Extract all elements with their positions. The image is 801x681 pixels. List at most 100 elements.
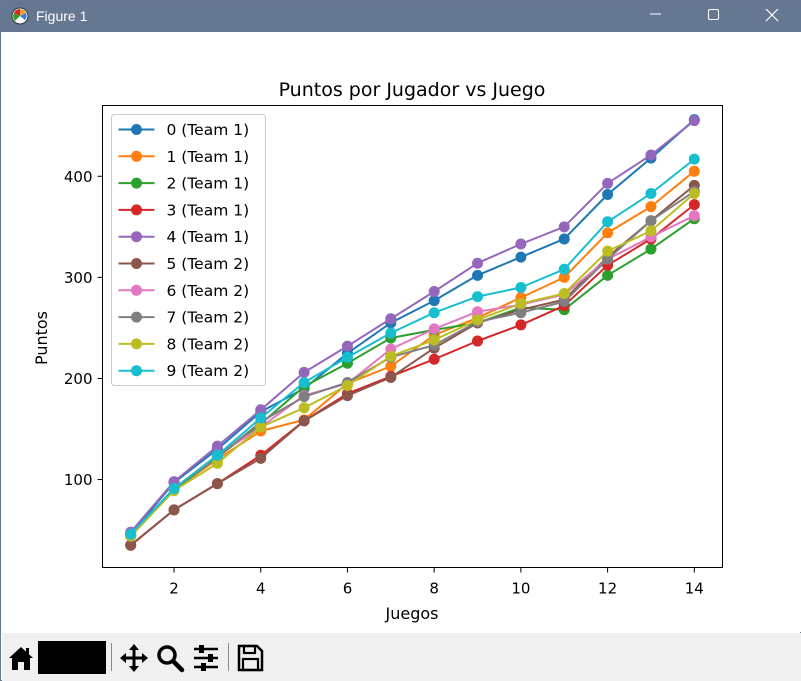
- data-point: [385, 350, 397, 362]
- legend-swatch-marker: [131, 231, 142, 243]
- zoom-button[interactable]: [155, 643, 185, 673]
- data-point: [515, 238, 527, 250]
- legend-swatch-marker: [131, 365, 142, 377]
- data-point: [298, 402, 310, 414]
- data-point: [341, 390, 353, 402]
- series-layer: [125, 114, 700, 551]
- data-point: [385, 313, 397, 325]
- zoom-icon: [157, 645, 185, 673]
- legend-item: 7 (Team 2): [118, 309, 249, 327]
- data-point: [341, 340, 353, 352]
- legend-item: 5 (Team 2): [118, 255, 250, 273]
- data-point: [472, 306, 484, 318]
- save-icon: [237, 644, 264, 672]
- series-line: [129, 118, 695, 535]
- data-point: [255, 404, 267, 416]
- maximize-icon: [708, 9, 719, 20]
- series-4: [125, 115, 700, 538]
- data-point: [515, 307, 527, 319]
- legend-item: 2 (Team 1): [118, 175, 250, 193]
- y-axis-ticks: 100 200 300 400: [64, 168, 103, 489]
- legend-label: 2 (Team 1): [167, 175, 250, 193]
- data-point: [211, 457, 223, 469]
- figure-canvas[interactable]: Puntos por Jugador vs Juego 2 4 6 8 10 12 14 1…: [2, 32, 801, 632]
- series-line: [129, 192, 695, 537]
- data-point: [558, 233, 570, 245]
- x-tick-label: 6: [343, 580, 353, 598]
- data-point: [168, 483, 180, 495]
- data-point: [125, 528, 137, 540]
- home-button[interactable]: [6, 643, 36, 673]
- legend-swatch-marker: [131, 150, 142, 162]
- chart-title: Puntos por Jugador vs Juego: [279, 79, 546, 101]
- y-tick-label: 100: [64, 471, 93, 489]
- legend-swatch-marker: [131, 311, 142, 323]
- data-point: [428, 286, 440, 298]
- legend-item: 8 (Team 2): [118, 335, 250, 353]
- line-chart: Puntos por Jugador vs Juego 2 4 6 8 10 12 14 1…: [32, 79, 723, 623]
- data-point: [558, 263, 570, 275]
- x-tick-label: 8: [429, 580, 439, 598]
- data-point: [602, 245, 614, 257]
- data-point: [298, 376, 310, 388]
- data-point: [211, 440, 223, 452]
- data-point: [211, 478, 223, 490]
- legend-label: 4 (Team 1): [167, 228, 250, 246]
- data-point: [472, 269, 484, 281]
- window-title: Figure 1: [36, 8, 88, 24]
- legend-swatch-marker: [131, 204, 142, 216]
- data-point: [385, 327, 397, 339]
- series-line: [129, 119, 695, 533]
- legend-item: 0 (Team 1): [118, 121, 250, 139]
- data-point: [688, 199, 700, 211]
- legend-label: 8 (Team 2): [167, 335, 250, 353]
- data-point: [645, 149, 657, 161]
- legend-label: 5 (Team 2): [167, 255, 250, 273]
- data-point: [515, 298, 527, 310]
- data-point: [602, 253, 614, 265]
- legend-item: 4 (Team 1): [118, 228, 250, 246]
- data-point: [558, 288, 570, 300]
- y-tick-label: 400: [64, 168, 93, 186]
- data-point: [645, 201, 657, 213]
- legend-swatch-marker: [131, 284, 142, 296]
- maximize-button[interactable]: [685, 1, 743, 32]
- minimize-button[interactable]: [627, 1, 685, 32]
- data-point: [341, 380, 353, 392]
- matplotlib-figure-icon: [11, 7, 29, 25]
- close-button[interactable]: [743, 1, 801, 32]
- navigation-toolbar: [2, 633, 801, 681]
- data-point: [688, 115, 700, 127]
- legend-label: 1 (Team 1): [167, 148, 250, 166]
- data-point: [688, 165, 700, 177]
- data-point: [645, 225, 657, 237]
- series-9: [125, 153, 700, 540]
- data-point: [645, 187, 657, 199]
- pan-button[interactable]: [119, 643, 149, 673]
- data-point: [472, 291, 484, 303]
- move-icon: [120, 644, 148, 672]
- data-point: [168, 504, 180, 516]
- legend-label: 3 (Team 1): [167, 201, 250, 219]
- legend-label: 0 (Team 1): [167, 121, 250, 139]
- data-point: [298, 366, 310, 378]
- x-tick-label: 14: [685, 580, 704, 598]
- x-axis-label: Juegos: [385, 604, 439, 623]
- data-point: [472, 314, 484, 326]
- series-8: [125, 187, 700, 542]
- series-line: [129, 158, 695, 535]
- series-line: [129, 190, 695, 536]
- x-tick-label: 12: [598, 580, 617, 598]
- legend-item: 6 (Team 2): [118, 282, 249, 300]
- data-point: [602, 188, 614, 200]
- title-bar[interactable]: Figure 1: [1, 1, 801, 32]
- data-point: [645, 243, 657, 255]
- save-button[interactable]: [235, 643, 265, 673]
- configure-subplots-button[interactable]: [191, 643, 221, 673]
- legend-swatch-marker: [131, 177, 142, 189]
- data-point: [558, 296, 570, 308]
- data-point: [602, 216, 614, 228]
- data-point: [298, 415, 310, 427]
- data-point: [428, 295, 440, 307]
